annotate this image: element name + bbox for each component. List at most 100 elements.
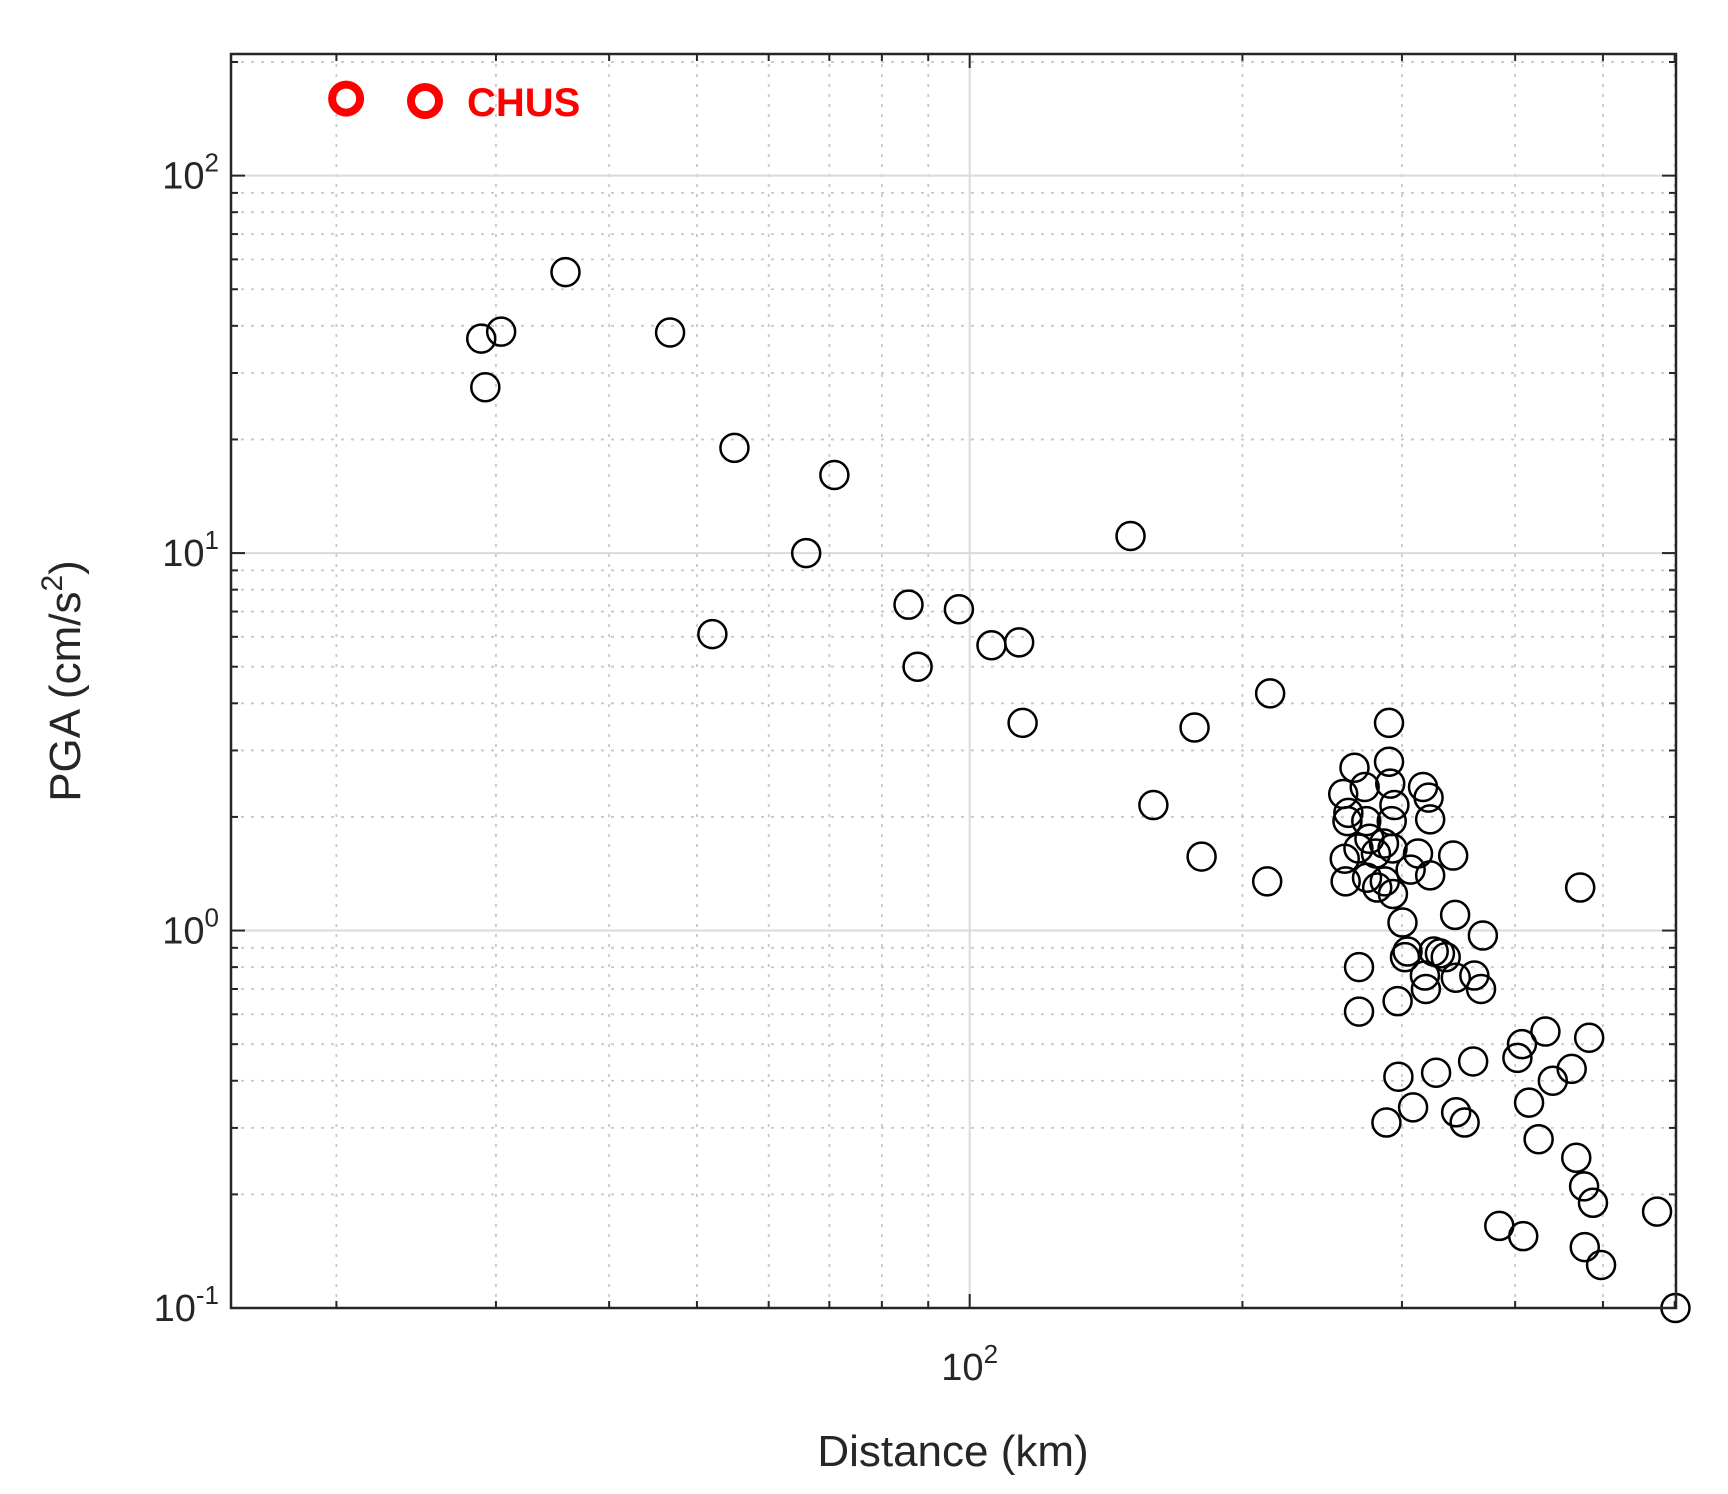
data-point [1556, 1053, 1587, 1085]
data-point [1371, 1107, 1402, 1138]
data-point [1530, 1016, 1561, 1047]
data-point [893, 589, 924, 620]
y-tick-label-exp: 1 [205, 525, 219, 555]
x-tick-label-exp: 2 [984, 1339, 998, 1369]
y-axis-label-main: PGA (cm/s [41, 592, 90, 802]
y-tick-label-exp: -1 [196, 1280, 219, 1310]
data-point [1343, 996, 1375, 1027]
y-tick-label-base: 10 [162, 156, 204, 198]
y-tick-label: 101 [162, 525, 219, 575]
data-point [1339, 752, 1370, 783]
data-point [1389, 941, 1421, 973]
data-point [1568, 1171, 1600, 1202]
data-point [485, 316, 517, 347]
data-point [1413, 782, 1444, 813]
data-point [1506, 1028, 1538, 1060]
y-tick-label-base: 10 [154, 1288, 196, 1330]
tick-marks [231, 54, 1676, 1309]
data-point [550, 256, 581, 288]
plot-frame [229, 52, 1678, 1310]
data-point [1392, 936, 1423, 967]
data-point [1564, 872, 1596, 903]
data-point [1332, 805, 1363, 837]
legend-marker-chus [407, 83, 443, 119]
data-point [1138, 789, 1169, 821]
y-axis-label: PGA (cm/s2) [36, 560, 90, 802]
data-point [470, 372, 501, 403]
x-tick-label-base: 10 [941, 1347, 983, 1389]
data-point [1379, 789, 1410, 821]
y-tick-label-base: 10 [162, 533, 204, 575]
legend-label-chus: CHUS [467, 81, 580, 125]
data-point [1585, 1249, 1617, 1281]
data-point [1577, 1187, 1609, 1219]
data-point [1254, 678, 1286, 709]
data-point [1641, 1196, 1673, 1227]
data-point [1333, 797, 1364, 829]
data-point [1115, 520, 1146, 552]
data-point [654, 317, 686, 348]
data-point [790, 537, 822, 569]
data-point [719, 432, 750, 464]
data-point [1387, 907, 1418, 938]
data-point [1351, 805, 1382, 837]
data-point [1003, 627, 1035, 658]
data-point [943, 593, 975, 625]
data-point [1507, 1220, 1539, 1252]
y-axis-label-exp: 2 [36, 575, 69, 592]
data-point [1360, 838, 1392, 869]
data-point [1395, 854, 1426, 885]
data-point [1410, 973, 1442, 1005]
data-point [1179, 712, 1210, 743]
data-point [902, 651, 933, 682]
y-tick-label-exp: 2 [205, 148, 219, 178]
data-point [1361, 872, 1393, 903]
data-point [465, 323, 497, 354]
data-point [1513, 1087, 1545, 1118]
data-point [1374, 768, 1406, 799]
data-point [1330, 866, 1361, 897]
data-point [1502, 1042, 1533, 1074]
data-point [1251, 866, 1283, 897]
x-tick-label: 102 [941, 1339, 998, 1389]
data-point [1437, 840, 1469, 871]
data-point [1440, 962, 1472, 993]
data-point [1414, 860, 1446, 891]
data-point [819, 459, 850, 491]
data-point [1573, 1022, 1605, 1053]
data-point [1373, 746, 1405, 778]
data-point [1523, 1123, 1554, 1155]
y-tick-label: 102 [162, 148, 219, 198]
data-point [1467, 920, 1499, 951]
data-point [1343, 833, 1374, 864]
data-point [1368, 828, 1400, 859]
plot-area [231, 54, 1676, 1308]
data-point [1007, 707, 1038, 739]
data-point [1377, 833, 1408, 864]
data-point [1457, 1046, 1489, 1077]
data-point [1383, 1061, 1414, 1092]
chus-data-point [328, 80, 365, 117]
data-point [1343, 951, 1375, 983]
data-point [1430, 941, 1461, 973]
data-point [697, 618, 728, 650]
data-point [1424, 938, 1456, 969]
data-point [1420, 1057, 1452, 1088]
legend: CHUS [407, 81, 580, 125]
data-point [1439, 899, 1471, 931]
data-point [1440, 1097, 1472, 1128]
data-point [1186, 841, 1217, 872]
y-tick-label-base: 10 [162, 911, 204, 953]
data-point [1377, 878, 1409, 910]
data-point [1569, 1231, 1601, 1263]
data-point [1561, 1142, 1592, 1174]
data-point [1397, 1092, 1429, 1123]
data-point [1449, 1107, 1480, 1138]
data-point [1373, 707, 1405, 739]
y-tick-label: 100 [162, 903, 219, 953]
data-points [328, 80, 1691, 1324]
grid [231, 54, 1676, 1309]
data-point [1465, 973, 1497, 1005]
y-tick-label-exp: 0 [205, 903, 219, 933]
x-axis-label: Distance (km) [817, 1427, 1088, 1476]
